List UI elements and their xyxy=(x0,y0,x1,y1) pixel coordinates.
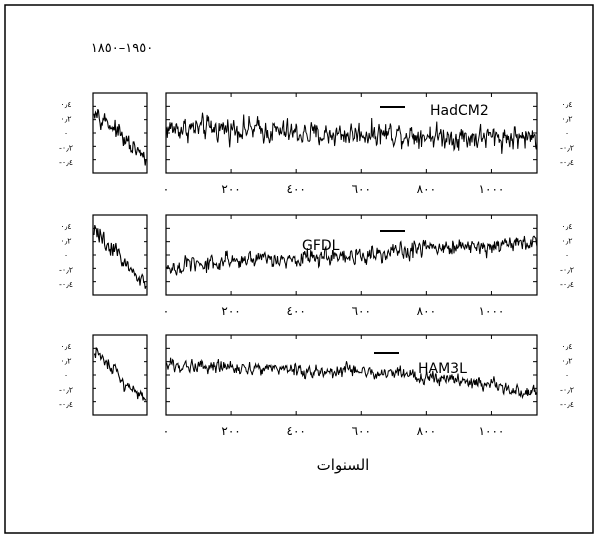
model-panel-frame xyxy=(166,215,537,295)
y-tick-label-right: ٠٫٤ xyxy=(561,222,572,231)
y-tick-label-right: ٠٫٤ xyxy=(561,342,572,351)
y-tick-label-right: -٠٫٤ xyxy=(560,280,574,289)
period-label: ١٩٥٠–١٨٥٠ xyxy=(91,41,153,56)
y-tick-label-right: ٠٫٤ xyxy=(561,100,572,109)
y-tick-label-right: ٠ xyxy=(565,371,569,380)
model-panel-frame xyxy=(166,335,537,415)
x-tick-label: ٦٠٠ xyxy=(352,304,371,318)
y-tick-label-left: ٠٫٢ xyxy=(60,357,71,366)
x-tick-label: ٤٠٠ xyxy=(287,424,306,438)
x-tick-label: ٢٠٠ xyxy=(221,182,240,196)
panel-title: HadCM2 xyxy=(430,103,489,119)
y-tick-label-left: -٠٫٤ xyxy=(59,158,73,167)
y-tick-label-left: -٠٫٢ xyxy=(59,266,73,275)
x-tick-label: ٠ xyxy=(163,182,169,196)
x-axis-label: السنوات xyxy=(317,456,370,474)
y-tick-label-right: ٠ xyxy=(565,251,569,260)
y-tick-label-left: -٠٫٤ xyxy=(59,400,73,409)
observed-panel-frame xyxy=(93,335,147,415)
y-tick-label-left: ٠٫٤ xyxy=(60,100,71,109)
panel-gfdl: GFDL ٠ ٢٠٠ ٤٠٠ ٦٠٠ ٨٠٠ ١٠٠٠ ٠٫٤ ٠٫٢ ٠ -٠٫٢ -٠٫٤ ٠٫٤ ٠… xyxy=(59,215,574,318)
y-tick-label-left: ٠٫٢ xyxy=(60,115,71,124)
x-tick-label: ٢٠٠ xyxy=(221,304,240,318)
series-line-ham3l xyxy=(166,358,537,398)
observed-series-line xyxy=(94,225,146,289)
panels-group: HadCM2 ٠ ٢٠٠ ٤٠٠ ٦٠٠ ٨٠٠ ١٠٠٠ ٠٫٤ ٠٫٢ ٠ -٠٫٢ -٠٫٤ ٠٫… xyxy=(59,93,574,438)
x-tick-label: ٦٠٠ xyxy=(352,182,371,196)
panel-title: GFDL xyxy=(302,238,340,254)
panel-title: HAM3L xyxy=(418,361,467,377)
y-tick-label-left: -٠٫٢ xyxy=(59,144,73,153)
observed-series-line xyxy=(94,348,146,400)
y-tick-label-right: ٠٫٢ xyxy=(561,237,572,246)
x-tick-label: ٢٠٠ xyxy=(221,424,240,438)
x-tick-label: ٤٠٠ xyxy=(287,182,306,196)
x-tick-label: ٦٠٠ xyxy=(352,424,371,438)
x-tick-label: ١٠٠٠ xyxy=(479,182,505,196)
x-tick-label: ٨٠٠ xyxy=(417,304,436,318)
y-tick-label-right: -٠٫٢ xyxy=(560,386,574,395)
series-line-gfdl xyxy=(166,236,537,275)
y-tick-label-left: ٠٫٤ xyxy=(60,342,71,351)
x-tick-label: ٠ xyxy=(163,304,169,318)
panel-hadcm2: HadCM2 ٠ ٢٠٠ ٤٠٠ ٦٠٠ ٨٠٠ ١٠٠٠ ٠٫٤ ٠٫٢ ٠ -٠٫٢ -٠٫٤ ٠٫… xyxy=(59,93,574,196)
y-tick-label-right: ٠ xyxy=(565,129,569,138)
x-tick-label: ٠ xyxy=(163,424,169,438)
x-tick-label: ٤٠٠ xyxy=(287,304,306,318)
x-tick-label: ٨٠٠ xyxy=(417,424,436,438)
y-tick-label-right: ٠٫٢ xyxy=(561,115,572,124)
y-tick-label-left: -٠٫٢ xyxy=(59,386,73,395)
y-tick-label-right: -٠٫٤ xyxy=(560,400,574,409)
x-tick-label: ١٠٠٠ xyxy=(479,304,505,318)
y-tick-label-left: ٠ xyxy=(64,129,68,138)
y-tick-label-left: -٠٫٤ xyxy=(59,280,73,289)
y-tick-label-left: ٠ xyxy=(64,371,68,380)
y-tick-label-left: ٠٫٤ xyxy=(60,222,71,231)
y-tick-label-left: ٠ xyxy=(64,251,68,260)
observed-series-line xyxy=(94,109,146,165)
panel-ham3l: HAM3L ٠ ٢٠٠ ٤٠٠ ٦٠٠ ٨٠٠ ١٠٠٠ ٠٫٤ ٠٫٢ ٠ -٠٫٢ -٠٫٤ ٠٫٤… xyxy=(59,335,574,438)
x-tick-label: ١٠٠٠ xyxy=(479,424,505,438)
y-tick-label-left: ٠٫٢ xyxy=(60,237,71,246)
y-tick-label-right: -٠٫٤ xyxy=(560,158,574,167)
y-tick-label-right: -٠٫٢ xyxy=(560,266,574,275)
y-tick-label-right: -٠٫٢ xyxy=(560,144,574,153)
x-tick-label: ٨٠٠ xyxy=(417,182,436,196)
y-tick-label-right: ٠٫٢ xyxy=(561,357,572,366)
